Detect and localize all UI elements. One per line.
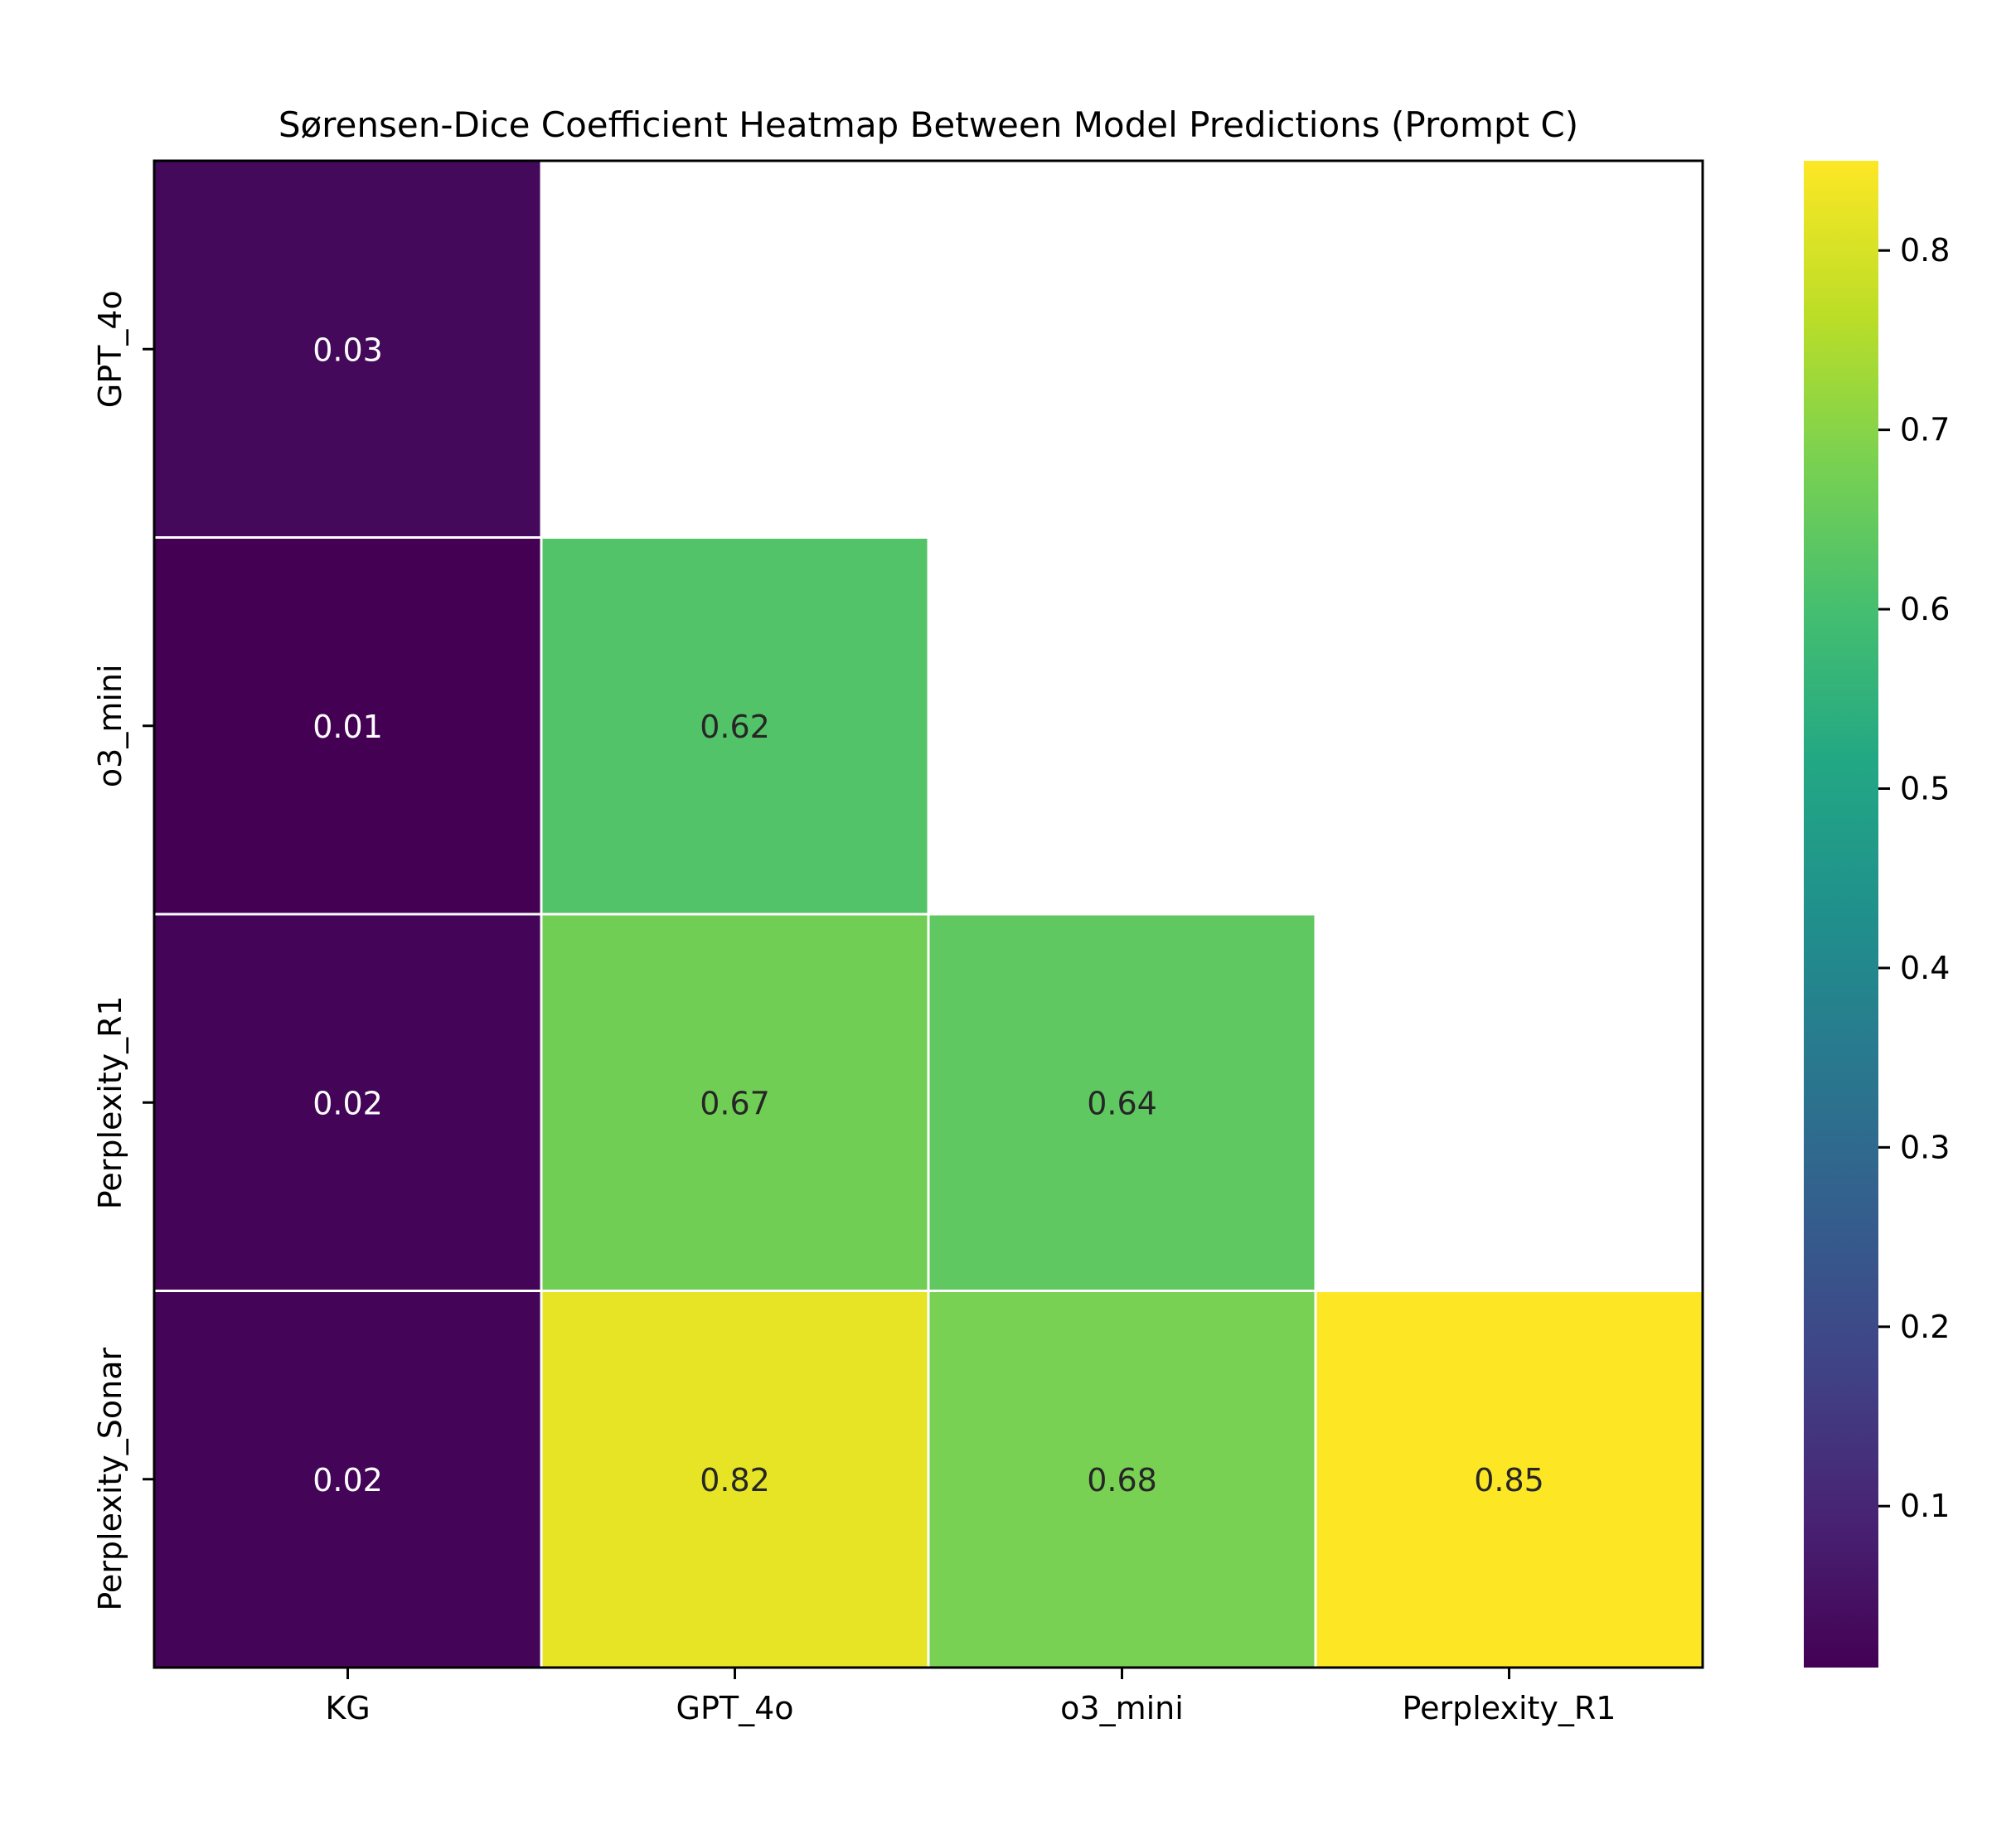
plot-frame bbox=[153, 159, 1704, 1669]
colorbar-ticks: 0.1 0.2 0.3 0.4 0.5 0.6 0.7 0.8 bbox=[1878, 232, 1950, 1524]
heatmap-cell bbox=[540, 536, 930, 916]
y-axis-ticks: GPT_4o o3_mini Perplexity_R1 Perplexity_Son… bbox=[92, 290, 154, 1611]
x-tick-label: Perplexity_R1 bbox=[1403, 1690, 1616, 1726]
chart-title: Sørensen-Dice Coefficient Heatmap Betwee… bbox=[279, 104, 1578, 145]
cell-value-label: 0.02 bbox=[313, 1085, 383, 1121]
x-tick-label: KG bbox=[325, 1690, 370, 1726]
cell-value-label: 0.03 bbox=[313, 332, 383, 368]
colorbar-tick-label: 0.8 bbox=[1900, 232, 1950, 269]
heatmap-cell bbox=[540, 913, 930, 1292]
heatmap-cell bbox=[153, 159, 543, 539]
colorbar-tick-label: 0.4 bbox=[1900, 950, 1950, 986]
cell-value-label: 0.01 bbox=[313, 709, 383, 745]
x-axis-ticks: KG GPT_4o o3_mini Perplexity_R1 bbox=[325, 1668, 1616, 1726]
heatmap-value-labels: 0.03 0.01 0.62 0.02 0.67 0.64 0.02 0.82 0.68 0.85 bbox=[313, 332, 1544, 1498]
y-tick-label: GPT_4o bbox=[92, 290, 128, 408]
heatmap-cell bbox=[1314, 1290, 1704, 1669]
colorbar-tick-label: 0.5 bbox=[1900, 771, 1950, 807]
cell-value-label: 0.64 bbox=[1087, 1085, 1157, 1121]
cell-value-label: 0.85 bbox=[1474, 1462, 1544, 1498]
cell-value-label: 0.02 bbox=[313, 1462, 383, 1498]
colorbar bbox=[1804, 161, 1878, 1668]
cell-value-label: 0.67 bbox=[700, 1085, 770, 1121]
y-tick-label: o3_mini bbox=[92, 664, 128, 787]
y-tick-label: Perplexity_Sonar bbox=[92, 1347, 128, 1610]
cell-value-label: 0.62 bbox=[700, 709, 770, 745]
heatmap-cell bbox=[153, 913, 543, 1292]
colorbar-tick-label: 0.3 bbox=[1900, 1129, 1950, 1165]
colorbar-tick-label: 0.1 bbox=[1900, 1488, 1950, 1524]
heatmap-cell bbox=[540, 1290, 930, 1669]
y-tick-label: Perplexity_R1 bbox=[92, 995, 128, 1209]
x-tick-label: o3_mini bbox=[1060, 1690, 1184, 1726]
cell-value-label: 0.68 bbox=[1087, 1462, 1157, 1498]
colorbar-tick-label: 0.6 bbox=[1900, 591, 1950, 627]
cell-value-label: 0.82 bbox=[700, 1462, 770, 1498]
colorbar-tick-label: 0.2 bbox=[1900, 1309, 1950, 1345]
heatmap-cell bbox=[927, 913, 1317, 1292]
heatmap-cells bbox=[153, 159, 1704, 1669]
heatmap-cell bbox=[153, 536, 543, 916]
heatmap-cell bbox=[153, 1290, 543, 1669]
colorbar-tick-label: 0.7 bbox=[1900, 412, 1950, 448]
x-tick-label: GPT_4o bbox=[676, 1690, 794, 1726]
